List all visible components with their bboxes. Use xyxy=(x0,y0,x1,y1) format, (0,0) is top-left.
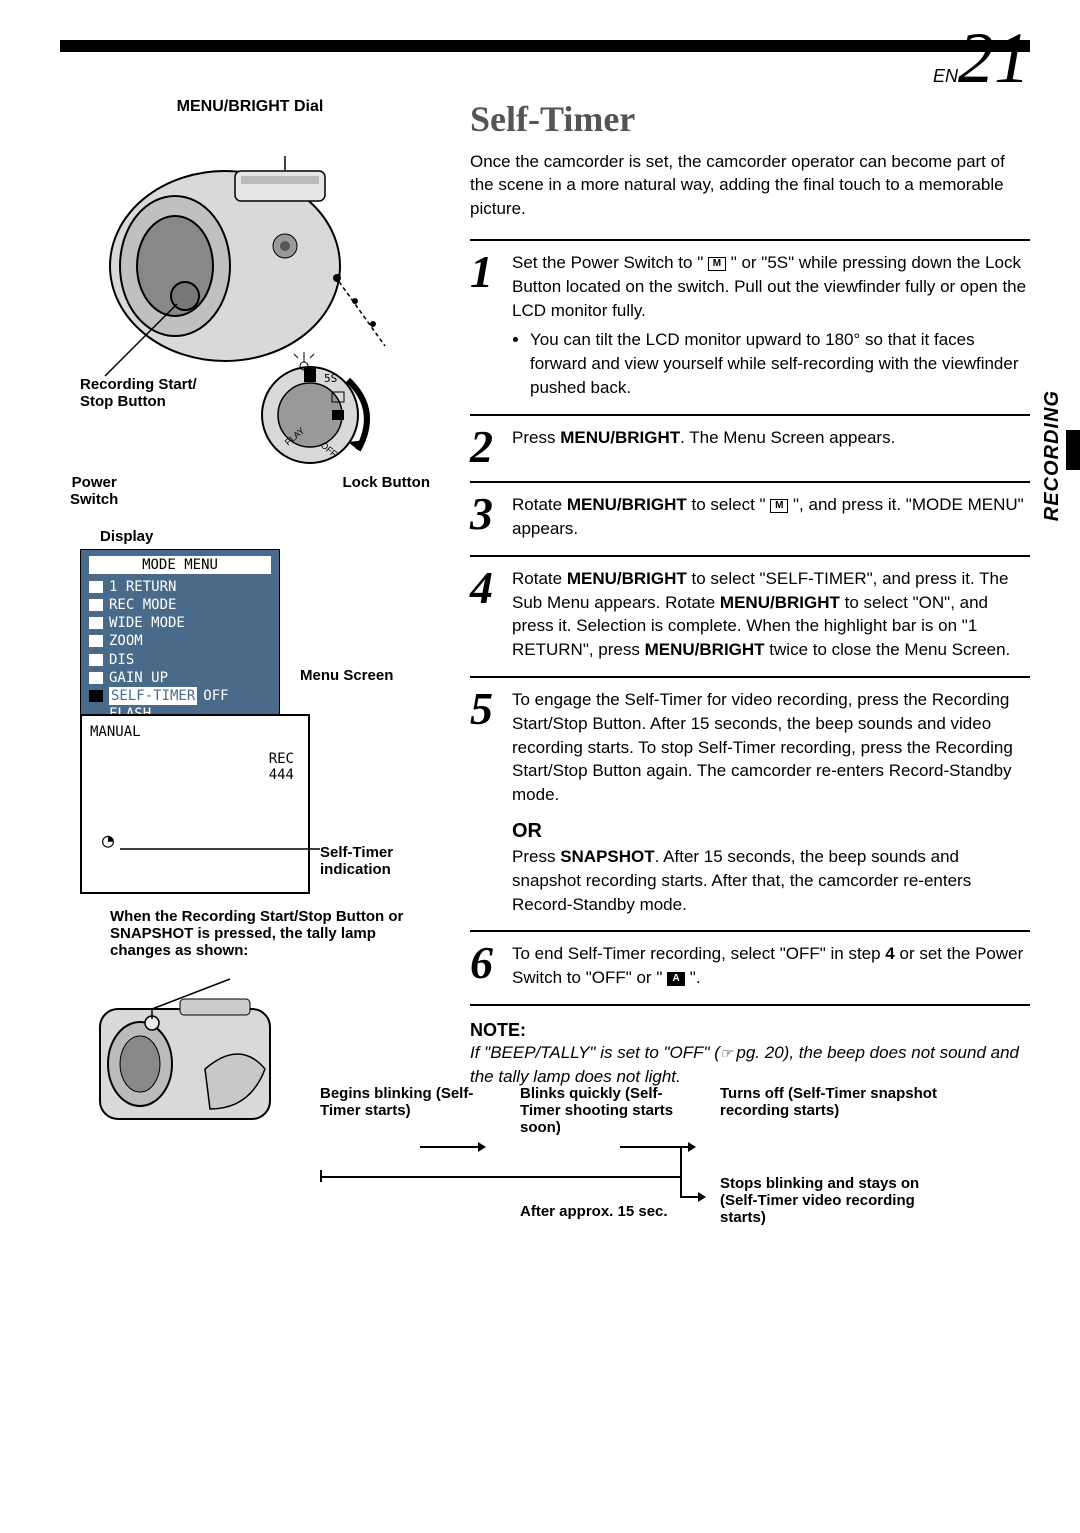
timing-turnsoff: Turns off (Self-Timer snapshot recording… xyxy=(720,1085,960,1136)
timing-begins: Begins blinking (Self-Timer starts) xyxy=(320,1085,500,1136)
dial-label: MENU/BRIGHT Dial xyxy=(60,98,440,116)
power-switch-label: Power Switch xyxy=(70,474,118,508)
step-4: 4 Rotate MENU/BRIGHT to select "SELF-TIM… xyxy=(470,555,1030,676)
step-6: 6 To end Self-Timer recording, select "O… xyxy=(470,930,1030,1006)
self-timer-indication-label: Self-Timer indication xyxy=(320,844,440,878)
viewfinder-display: MANUAL REC 444 ◔ xyxy=(80,714,310,894)
lock-button-label: Lock Button xyxy=(343,474,431,508)
timing-after: After approx. 15 sec. xyxy=(520,1203,668,1220)
menu-screen-label: Menu Screen xyxy=(300,667,440,684)
mode-menu-title: MODE MENU xyxy=(89,556,271,574)
page-ref-icon: ☞ xyxy=(720,1045,736,1061)
timing-diagram: Begins blinking (Self-Timer starts) Blin… xyxy=(320,1085,960,1216)
m-icon: M xyxy=(708,257,726,271)
en-label: EN xyxy=(933,66,958,86)
bottom-camera-illustration xyxy=(80,969,300,1149)
camera-illustration xyxy=(85,126,415,386)
self-timer-icon: ◔ xyxy=(102,828,114,852)
step-2: 2 Press MENU/BRIGHT. The Menu Screen app… xyxy=(470,414,1030,481)
page-num: 21 xyxy=(958,18,1030,98)
note-body: If "BEEP/TALLY" is set to "OFF" (☞ pg. 2… xyxy=(470,1041,1030,1089)
a-icon: A xyxy=(667,972,685,986)
step-1: 1 Set the Power Switch to " M " or "5S" … xyxy=(470,239,1030,414)
section-title: Self-Timer xyxy=(470,98,1030,140)
rec-time: 444 xyxy=(269,767,294,783)
side-tab xyxy=(1066,430,1080,470)
timing-quickly: Blinks quickly (Self-Timer shooting star… xyxy=(520,1085,700,1136)
note-heading: NOTE: xyxy=(470,1020,1030,1041)
page-number: EN21 xyxy=(60,30,1030,88)
timing-stops: Stops blinking and stays on (Self-Timer … xyxy=(720,1175,960,1226)
step-5: 5 To engage the Self-Timer for video rec… xyxy=(470,676,1030,930)
manual-label: MANUAL xyxy=(90,724,300,740)
intro: Once the camcorder is set, the camcorder… xyxy=(470,150,1030,221)
display-label: Display xyxy=(100,528,440,545)
side-section-label: RECORDING xyxy=(1041,390,1064,521)
m-icon: M xyxy=(770,499,788,513)
step-3: 3 Rotate MENU/BRIGHT to select " M ", an… xyxy=(470,481,1030,555)
rec-label: REC xyxy=(269,751,294,767)
tally-note: When the Recording Start/Stop Button or … xyxy=(110,908,420,959)
